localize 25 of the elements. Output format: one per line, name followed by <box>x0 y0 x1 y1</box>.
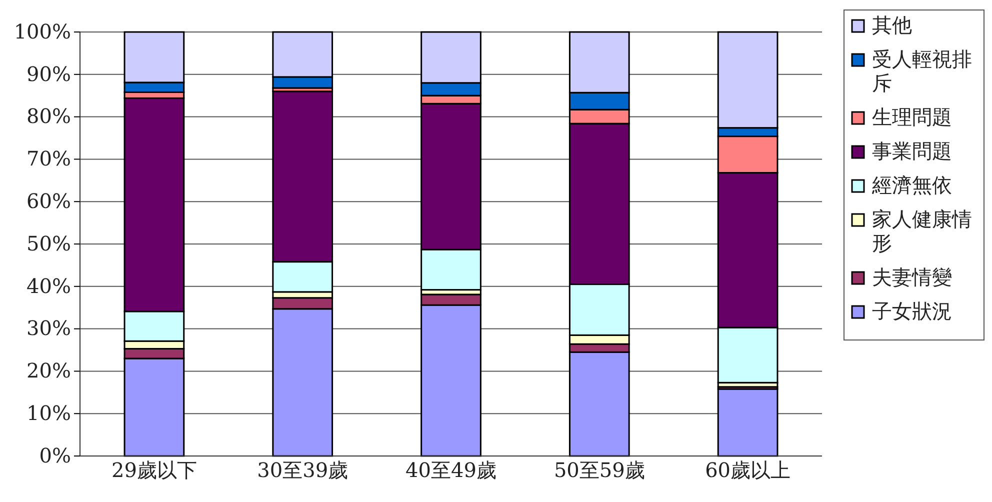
y-tick-label: 70% <box>26 146 71 171</box>
legend-label: 子女狀況 <box>872 299 952 323</box>
legend-label: 受人輕視排斥 <box>872 47 972 95</box>
y-tick-label: 0% <box>39 443 71 468</box>
y-tick-label: 20% <box>26 358 71 383</box>
y-tick-label: 100% <box>14 19 71 44</box>
x-tick-label: 29歲以下 <box>111 458 197 482</box>
y-tick-label: 90% <box>26 62 71 86</box>
legend-label: 經濟無依 <box>871 173 952 197</box>
y-tick-label: 80% <box>26 104 71 128</box>
legend-label: 夫妻情變 <box>872 265 952 289</box>
y-tick-label: 10% <box>26 401 71 425</box>
x-tick-label: 60歲以上 <box>705 458 791 482</box>
x-tick-label: 50至59歲 <box>554 458 645 482</box>
legend-label: 家人健康情形 <box>872 207 972 255</box>
bar <box>717 388 778 457</box>
y-tick-label: 60% <box>26 189 71 213</box>
legend-label: 事業問題 <box>872 139 952 163</box>
y-tick-label: 30% <box>26 316 71 340</box>
x-tick-label: 40至49歲 <box>406 458 496 482</box>
legend-label: 其他 <box>872 13 912 37</box>
y-tick-label: 50% <box>26 231 71 256</box>
legend-label: 生理問題 <box>872 105 952 129</box>
y-tick-label: 40% <box>26 274 71 298</box>
x-tick-label: 30至39歲 <box>257 458 348 482</box>
